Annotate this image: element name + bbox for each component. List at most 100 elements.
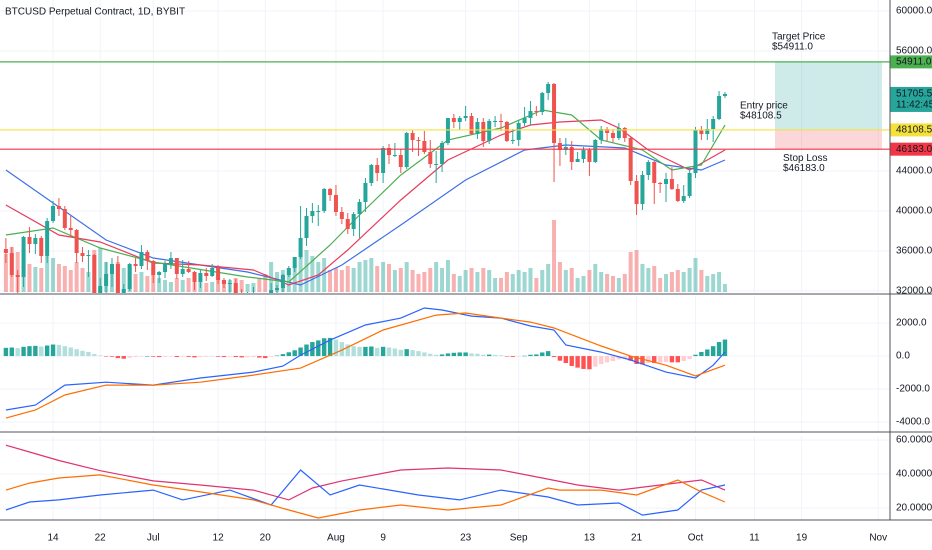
y-tick-label: 40000.0: [896, 206, 932, 217]
volume-bar: [705, 276, 710, 292]
histogram-bar: [204, 356, 209, 357]
y-tick-label: 2000.0: [896, 318, 927, 329]
candle-body: [487, 121, 492, 141]
histogram-bar: [39, 346, 44, 357]
volume-bar: [381, 262, 386, 292]
volume-bar: [552, 220, 557, 292]
volume-bar: [422, 272, 427, 292]
candle-body: [86, 255, 91, 256]
volume-bar: [310, 256, 315, 292]
histogram-bar: [386, 347, 392, 357]
histogram-bar: [563, 356, 569, 364]
candle-body: [658, 183, 663, 184]
volume-bar: [39, 268, 44, 292]
x-tick-label: 9: [380, 533, 386, 544]
x-tick-label: 21: [631, 533, 643, 544]
candle-body: [699, 130, 704, 134]
volume-bar: [145, 276, 150, 292]
histogram-bar: [74, 349, 79, 357]
histogram-bar: [475, 353, 480, 357]
candle-body: [221, 280, 226, 284]
histogram-bar: [681, 356, 686, 362]
candle-body: [27, 237, 32, 244]
y-tick-label: -2000.0: [896, 384, 930, 395]
histogram-bar: [510, 356, 515, 357]
histogram-bar: [575, 356, 580, 368]
volume-bar: [210, 282, 215, 292]
candle-body: [646, 162, 651, 175]
histogram-bar: [97, 355, 103, 357]
y-tick-label: 40.0000: [896, 469, 932, 480]
candle-body: [145, 252, 150, 261]
volume-bar: [658, 278, 663, 292]
histogram-bar: [551, 356, 557, 358]
candle-body: [610, 133, 615, 138]
candle-body: [457, 118, 462, 122]
level-name: Target Price: [772, 32, 826, 43]
x-tick-label: 11: [749, 533, 760, 544]
volume-bar: [33, 267, 38, 292]
candle-body: [121, 289, 126, 293]
candle-body: [163, 264, 168, 272]
histogram-bar: [439, 354, 445, 357]
volume-bar: [56, 264, 61, 292]
candle-body: [451, 118, 456, 122]
volume-bar: [540, 270, 545, 292]
histogram-bar: [416, 351, 421, 357]
candle-body: [269, 290, 274, 293]
candle-body: [569, 147, 574, 162]
histogram-bar: [487, 354, 492, 357]
indicator-line: [5, 144, 726, 286]
candle-body: [522, 118, 527, 123]
countdown-label: 11:42:45: [896, 100, 932, 111]
volume-bar: [139, 272, 144, 292]
candle-body: [605, 129, 610, 133]
candle-body: [681, 196, 686, 201]
candle-body: [675, 189, 680, 201]
volume-bar: [51, 258, 56, 292]
volume-bar: [605, 274, 610, 292]
histogram-bar: [557, 356, 563, 361]
volume-bar: [652, 266, 657, 292]
candle-body: [62, 209, 67, 228]
histogram-bar: [492, 354, 498, 357]
volume-bar: [646, 268, 651, 292]
histogram-bar: [516, 356, 521, 357]
candle-body: [333, 195, 338, 212]
volume-bar: [387, 264, 392, 292]
current-price-label: 51705.5: [896, 89, 932, 100]
axis-price-box: [890, 123, 932, 137]
histogram-bar: [56, 344, 62, 357]
volume-bar: [204, 283, 209, 292]
histogram-bar: [398, 349, 403, 357]
histogram-bar: [410, 350, 415, 357]
volume-bar: [475, 272, 480, 292]
volume-bar: [392, 270, 397, 292]
histogram-bar: [469, 353, 474, 357]
histogram-bar: [687, 356, 692, 360]
candle-body: [280, 275, 285, 288]
candle-body: [316, 211, 321, 212]
histogram-bar: [433, 354, 439, 357]
histogram-bar: [616, 356, 622, 360]
volume-bar: [581, 276, 586, 292]
histogram-bar: [528, 354, 533, 357]
volume-bar: [339, 270, 344, 292]
histogram-bar: [127, 356, 132, 358]
candle-body: [56, 206, 61, 209]
y-tick-label: -4000.0: [896, 417, 930, 428]
histogram-bar: [640, 356, 645, 365]
histogram-bar: [392, 348, 398, 357]
candle-body: [328, 189, 333, 195]
volume-bar: [168, 282, 173, 292]
level-price: $46183.0: [783, 163, 825, 174]
candle-body: [357, 202, 362, 214]
volume-bar: [516, 270, 521, 292]
volume-bar: [498, 278, 503, 292]
volume-bar: [98, 248, 103, 292]
indicator-line: [5, 469, 726, 516]
candle-body: [410, 133, 415, 140]
histogram-bar: [587, 356, 592, 370]
candle-body: [546, 84, 551, 93]
volume-bar: [717, 272, 722, 292]
